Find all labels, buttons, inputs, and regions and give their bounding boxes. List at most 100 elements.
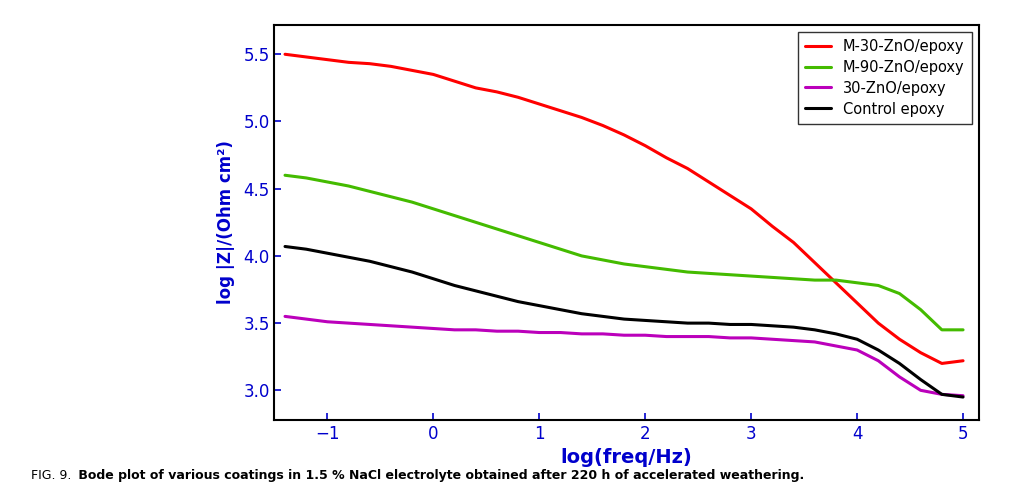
30-ZnO/epoxy [914,387,927,393]
M-90-ZnO/epoxy [512,233,524,239]
M-30-ZnO/epoxy [639,143,651,149]
Control epoxy [936,391,948,397]
M-90-ZnO/epoxy [300,175,312,181]
M-90-ZnO/epoxy [956,327,969,333]
30-ZnO/epoxy [829,343,842,349]
M-90-ZnO/epoxy [279,172,291,178]
30-ZnO/epoxy [639,332,651,338]
M-30-ZnO/epoxy [681,165,693,171]
M-90-ZnO/epoxy [914,307,927,313]
Control epoxy [872,347,885,353]
M-30-ZnO/epoxy [512,94,524,100]
Line: 30-ZnO/epoxy: 30-ZnO/epoxy [285,316,963,396]
M-90-ZnO/epoxy [681,269,693,275]
30-ZnO/epoxy [342,320,354,326]
30-ZnO/epoxy [406,324,418,330]
Control epoxy [406,269,418,275]
30-ZnO/epoxy [449,327,461,333]
M-30-ZnO/epoxy [809,260,821,266]
M-90-ZnO/epoxy [575,253,588,259]
M-30-ZnO/epoxy [406,68,418,74]
M-30-ZnO/epoxy [449,78,461,84]
Control epoxy [512,299,524,305]
M-30-ZnO/epoxy [597,123,609,128]
M-90-ZnO/epoxy [342,183,354,189]
M-30-ZnO/epoxy [956,358,969,364]
M-90-ZnO/epoxy [893,290,905,296]
30-ZnO/epoxy [617,332,630,338]
30-ZnO/epoxy [300,316,312,322]
30-ZnO/epoxy [745,335,758,341]
Line: M-90-ZnO/epoxy: M-90-ZnO/epoxy [285,175,963,330]
Line: M-30-ZnO/epoxy: M-30-ZnO/epoxy [285,54,963,364]
Control epoxy [956,394,969,400]
30-ZnO/epoxy [512,328,524,334]
Control epoxy [427,276,439,282]
M-30-ZnO/epoxy [470,85,482,91]
Control epoxy [702,320,715,326]
X-axis label: log(freq/Hz): log(freq/Hz) [561,449,692,467]
Control epoxy [893,361,905,367]
30-ZnO/epoxy [872,358,885,364]
M-30-ZnO/epoxy [872,320,885,326]
M-90-ZnO/epoxy [617,261,630,267]
30-ZnO/epoxy [385,323,397,329]
M-90-ZnO/epoxy [724,272,736,278]
Control epoxy [300,246,312,252]
Control epoxy [534,303,546,309]
Control epoxy [851,336,863,342]
M-90-ZnO/epoxy [554,246,566,252]
M-30-ZnO/epoxy [427,72,439,78]
Control epoxy [597,313,609,319]
Control epoxy [554,307,566,313]
M-90-ZnO/epoxy [490,226,503,232]
M-90-ZnO/epoxy [534,240,546,246]
M-30-ZnO/epoxy [364,61,376,67]
Control epoxy [575,311,588,317]
M-90-ZnO/epoxy [660,266,673,272]
30-ZnO/epoxy [597,331,609,337]
M-90-ZnO/epoxy [364,188,376,194]
Control epoxy [490,293,503,299]
M-30-ZnO/epoxy [724,193,736,199]
M-30-ZnO/epoxy [787,240,800,246]
30-ZnO/epoxy [681,333,693,339]
30-ZnO/epoxy [279,313,291,319]
Control epoxy [470,288,482,294]
30-ZnO/epoxy [936,391,948,397]
Control epoxy [766,323,778,329]
Control epoxy [617,316,630,322]
M-30-ZnO/epoxy [617,132,630,138]
Control epoxy [829,331,842,337]
M-30-ZnO/epoxy [745,206,758,212]
M-90-ZnO/epoxy [597,257,609,263]
Y-axis label: log |Z|/(Ohm cm²): log |Z|/(Ohm cm²) [217,140,234,304]
Control epoxy [364,258,376,264]
M-90-ZnO/epoxy [449,212,461,218]
M-30-ZnO/epoxy [385,63,397,69]
M-90-ZnO/epoxy [936,327,948,333]
M-30-ZnO/epoxy [766,223,778,229]
M-30-ZnO/epoxy [534,101,546,107]
M-30-ZnO/epoxy [490,89,503,95]
30-ZnO/epoxy [809,339,821,345]
30-ZnO/epoxy [787,337,800,343]
M-30-ZnO/epoxy [322,57,334,63]
M-30-ZnO/epoxy [914,350,927,356]
M-30-ZnO/epoxy [554,108,566,114]
Control epoxy [787,324,800,330]
30-ZnO/epoxy [364,322,376,328]
30-ZnO/epoxy [766,336,778,342]
Control epoxy [809,327,821,333]
M-90-ZnO/epoxy [766,275,778,281]
Text: Bode plot of various coatings in 1.5 % NaCl electrolyte obtained after 220 h of : Bode plot of various coatings in 1.5 % N… [74,469,804,482]
Control epoxy [385,264,397,270]
30-ZnO/epoxy [534,329,546,335]
M-30-ZnO/epoxy [851,300,863,306]
M-30-ZnO/epoxy [279,51,291,57]
M-90-ZnO/epoxy [745,273,758,279]
M-90-ZnO/epoxy [406,199,418,205]
M-90-ZnO/epoxy [809,277,821,283]
Control epoxy [660,319,673,325]
M-90-ZnO/epoxy [872,283,885,288]
